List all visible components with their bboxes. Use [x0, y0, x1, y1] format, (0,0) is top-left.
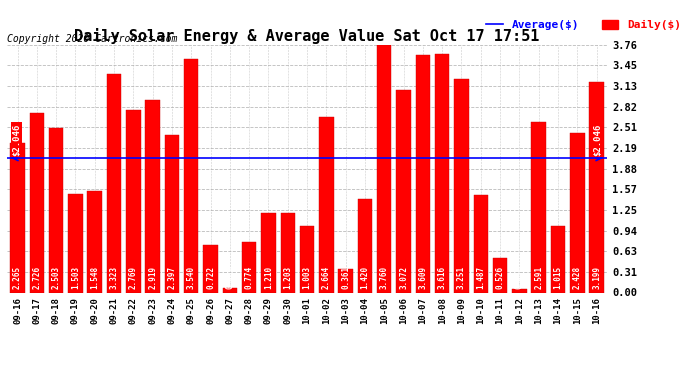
Text: 1.003: 1.003	[302, 266, 312, 289]
Text: 2.919: 2.919	[148, 266, 157, 289]
Text: 1.420: 1.420	[360, 266, 369, 289]
Bar	[300, 226, 314, 292]
Bar	[512, 290, 526, 292]
Bar	[204, 245, 218, 292]
Bar	[319, 117, 333, 292]
Bar	[589, 82, 604, 292]
Text: 0.048: 0.048	[515, 266, 524, 289]
Text: $2.046: $2.046	[12, 124, 21, 156]
Bar	[88, 190, 102, 292]
Text: 2.265: 2.265	[13, 266, 22, 289]
Text: 0.361: 0.361	[341, 266, 350, 289]
Text: 1.503: 1.503	[71, 266, 80, 289]
Text: Copyright 2020 Cartronics.com: Copyright 2020 Cartronics.com	[7, 34, 177, 44]
Text: 0.526: 0.526	[495, 266, 504, 289]
Text: 1.210: 1.210	[264, 266, 273, 289]
Bar	[531, 122, 546, 292]
Text: 2.726: 2.726	[32, 266, 41, 289]
Text: 2.397: 2.397	[168, 266, 177, 289]
Text: 2.591: 2.591	[534, 266, 543, 289]
Bar	[551, 226, 565, 292]
Text: 0.774: 0.774	[245, 266, 254, 289]
Text: 3.251: 3.251	[457, 266, 466, 289]
Bar	[126, 110, 141, 292]
Bar	[242, 242, 257, 292]
Bar	[262, 213, 276, 292]
Text: 3.760: 3.760	[380, 266, 388, 289]
Bar	[377, 45, 391, 292]
Text: 0.722: 0.722	[206, 266, 215, 289]
Title: Daily Solar Energy & Average Value Sat Oct 17 17:51: Daily Solar Energy & Average Value Sat O…	[75, 28, 540, 44]
Text: 2.428: 2.428	[573, 266, 582, 289]
Bar	[107, 74, 121, 292]
Text: 3.616: 3.616	[437, 266, 446, 289]
Bar	[184, 60, 199, 292]
Bar	[30, 113, 44, 292]
Text: 3.609: 3.609	[418, 266, 427, 289]
Bar	[396, 90, 411, 292]
Bar	[281, 213, 295, 292]
Text: 1.487: 1.487	[476, 266, 485, 289]
Bar	[570, 133, 584, 292]
Bar	[165, 135, 179, 292]
Bar	[473, 195, 488, 292]
Bar	[415, 55, 430, 292]
Legend: Average($), Daily($): Average($), Daily($)	[482, 16, 686, 35]
Text: 1.548: 1.548	[90, 266, 99, 289]
Text: 2.503: 2.503	[52, 266, 61, 289]
Bar	[454, 78, 469, 292]
Bar	[338, 269, 353, 292]
Bar	[49, 128, 63, 292]
Bar	[435, 54, 449, 292]
Bar	[68, 194, 83, 292]
Text: 3.072: 3.072	[399, 266, 408, 289]
Text: 2.769: 2.769	[129, 266, 138, 289]
Bar	[10, 143, 25, 292]
Text: 1.203: 1.203	[284, 266, 293, 289]
Bar	[357, 199, 372, 292]
Bar	[493, 258, 507, 292]
Bar	[146, 100, 160, 292]
Bar	[223, 288, 237, 292]
Text: $2.046: $2.046	[593, 124, 602, 156]
Text: 3.540: 3.540	[187, 266, 196, 289]
Text: 2.664: 2.664	[322, 266, 331, 289]
Text: 1.015: 1.015	[553, 266, 562, 289]
Text: 0.063: 0.063	[226, 266, 235, 289]
Text: 3.323: 3.323	[110, 266, 119, 289]
Text: 3.199: 3.199	[592, 266, 601, 289]
